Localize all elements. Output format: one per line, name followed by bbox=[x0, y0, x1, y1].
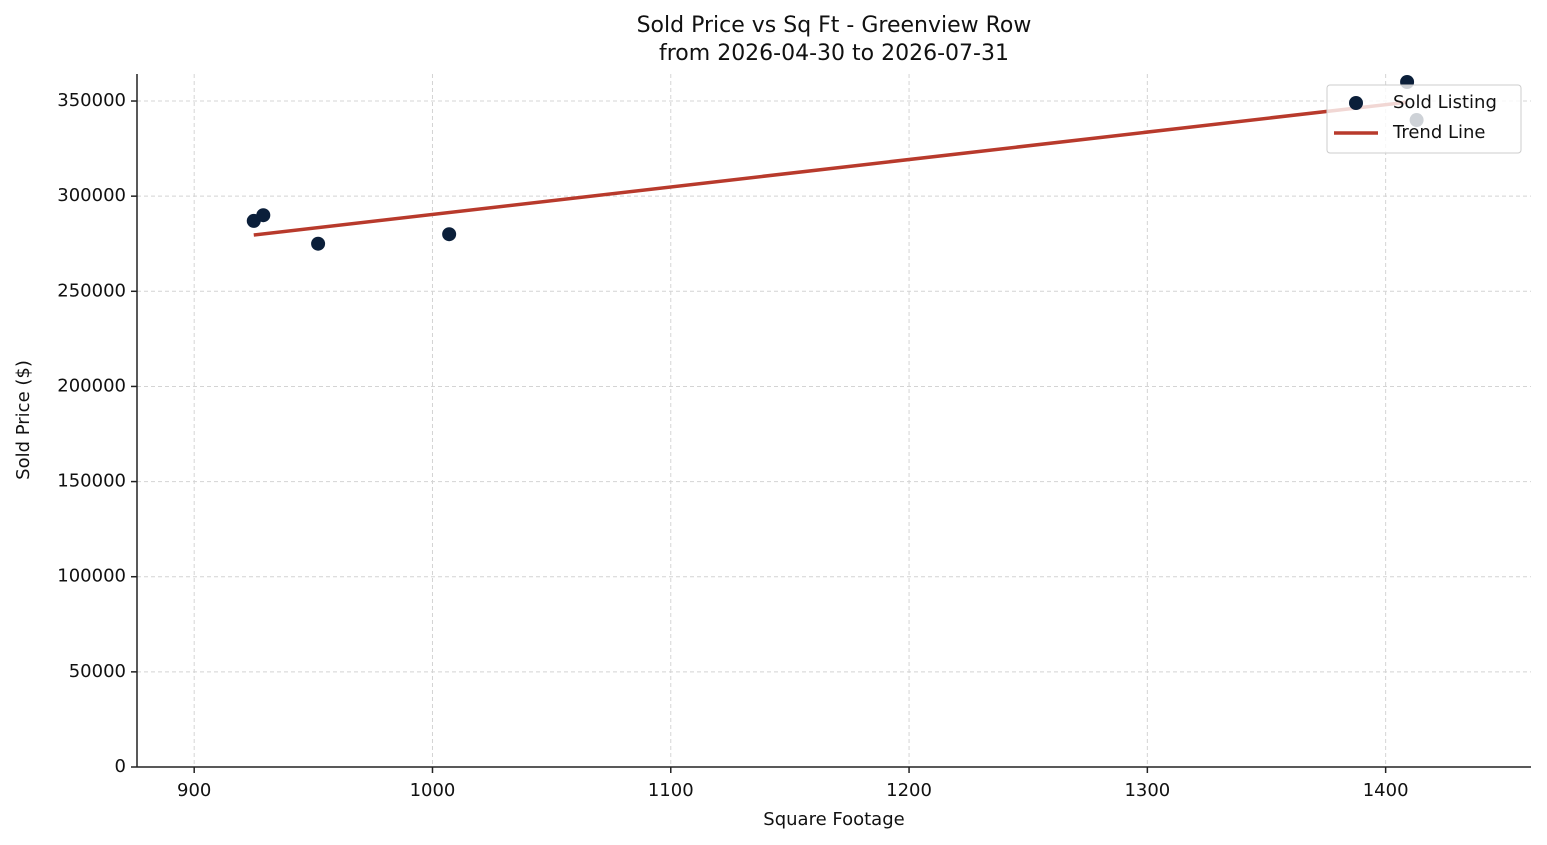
trend-line bbox=[253, 100, 1408, 237]
chart-subtitle: from 2026-04-30 to 2026-07-31 bbox=[659, 41, 1009, 66]
y-tick-label: 350000 bbox=[57, 90, 126, 111]
x-tick-label: 1100 bbox=[648, 780, 694, 801]
y-tick-label: 200000 bbox=[57, 375, 126, 396]
legend-label: Trend Line bbox=[1392, 122, 1486, 143]
x-tick-label: 1000 bbox=[410, 780, 456, 801]
y-tick-label: 50000 bbox=[69, 661, 126, 682]
y-tick-label: 0 bbox=[115, 756, 126, 777]
x-tick-label: 1300 bbox=[1124, 780, 1170, 801]
y-tick-label: 250000 bbox=[57, 280, 126, 301]
scatter-point bbox=[442, 227, 457, 242]
legend: Sold Listing Trend Line bbox=[1326, 84, 1522, 154]
chart-title: Sold Price vs Sq Ft - Greenview Row bbox=[637, 13, 1032, 38]
x-tick-label: 1200 bbox=[886, 780, 932, 801]
x-tick-label: 1400 bbox=[1363, 780, 1409, 801]
legend-swatch bbox=[1349, 96, 1363, 110]
y-tick-label: 100000 bbox=[57, 566, 126, 587]
x-tick-label: 900 bbox=[177, 780, 211, 801]
y-tick-label: 300000 bbox=[57, 185, 126, 206]
legend-label: Sold Listing bbox=[1393, 92, 1497, 113]
scatter-point bbox=[256, 208, 271, 223]
scatter-point bbox=[311, 236, 326, 251]
y-axis-label: Sold Price ($) bbox=[13, 360, 34, 480]
x-axis-label: Square Footage bbox=[763, 809, 904, 830]
y-tick-label: 150000 bbox=[57, 471, 126, 492]
legend-box bbox=[1326, 84, 1522, 154]
